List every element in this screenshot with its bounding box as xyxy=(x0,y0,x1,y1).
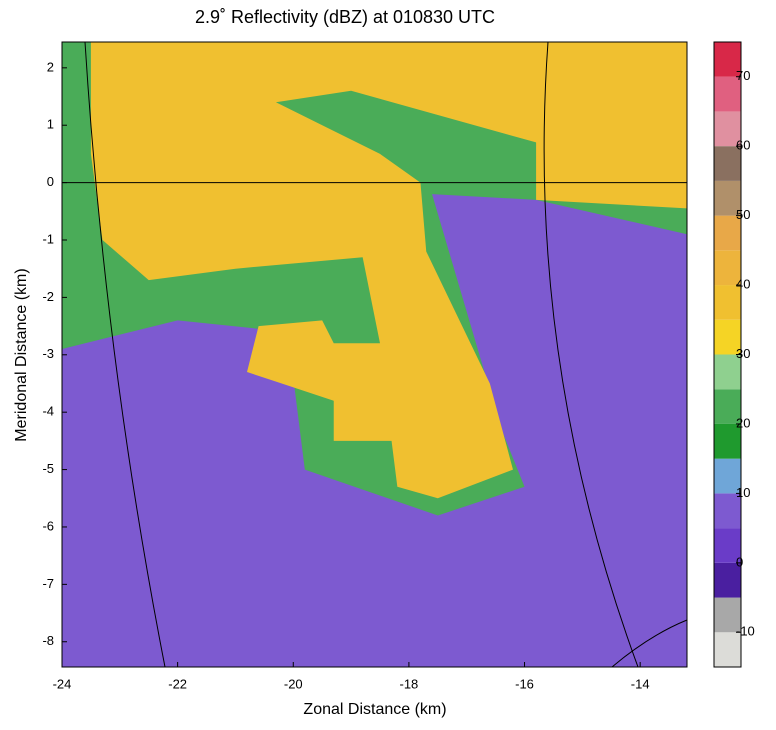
y-axis-label: Meridonal Distance (km) xyxy=(13,268,30,441)
colorbar-tick-label: 10 xyxy=(736,485,750,500)
y-tick-label: -8 xyxy=(42,633,54,648)
y-tick-label: -2 xyxy=(42,289,54,304)
x-tick-label: -14 xyxy=(631,676,650,691)
y-tick-label: 2 xyxy=(47,59,54,74)
colorbar-tick-label: 0 xyxy=(736,554,743,569)
colorbar-segment xyxy=(714,389,741,424)
colorbar-segment xyxy=(714,597,741,633)
field xyxy=(62,42,687,667)
y-tick-label: 0 xyxy=(47,174,54,189)
colorbar-segment xyxy=(714,458,741,494)
colorbar-tick-label: 60 xyxy=(736,138,750,153)
colorbar-segment xyxy=(714,146,741,181)
y-tick-label: -3 xyxy=(42,346,54,361)
colorbar-segment xyxy=(714,215,741,251)
colorbar-segment xyxy=(714,76,741,112)
reflectivity-region xyxy=(90,42,687,499)
x-tick-label: -18 xyxy=(400,676,419,691)
colorbar-segment xyxy=(714,528,741,563)
range-ring xyxy=(611,619,688,668)
y-tick-label: -6 xyxy=(42,518,54,533)
colorbar-frame xyxy=(713,41,742,668)
colorbar-segment xyxy=(714,493,741,529)
colorbar-segment xyxy=(714,632,741,667)
plot-frame xyxy=(61,41,688,668)
y-tick-label: -7 xyxy=(42,576,54,591)
x-tick-label: -22 xyxy=(168,676,187,691)
x-tick-label: -20 xyxy=(284,676,303,691)
colorbar-segment xyxy=(714,319,741,355)
y-tick-label: -4 xyxy=(42,404,54,419)
y-tick-label: 1 xyxy=(47,117,54,132)
range-rings xyxy=(84,41,688,668)
y-tick-label: -1 xyxy=(42,231,54,246)
colorbar-segment xyxy=(714,42,741,77)
y-tick-label: -5 xyxy=(42,461,54,476)
colorbar-tick-label: 70 xyxy=(736,68,750,83)
range-ring xyxy=(543,41,639,668)
colorbar-segment xyxy=(714,111,741,147)
colorbar-tick-label: 50 xyxy=(736,207,750,222)
colorbar-segment xyxy=(714,180,741,216)
colorbar-segment xyxy=(714,423,741,459)
colorbar-tick-label: 20 xyxy=(736,415,750,430)
colorbar-segment xyxy=(714,285,741,320)
colorbar-segment xyxy=(714,562,741,598)
colorbar-segment xyxy=(714,354,741,390)
colorbar-tick-label: 40 xyxy=(736,276,750,291)
colorbar-tick-label: 30 xyxy=(736,346,750,361)
colorbar-segment xyxy=(714,250,741,286)
colorbar-tick-label: -10 xyxy=(736,624,755,639)
chart-title: 2.9˚ Reflectivity (dBZ) at 010830 UTC xyxy=(195,7,495,27)
x-axis-label: Zonal Distance (km) xyxy=(303,701,446,718)
x-tick-label: -24 xyxy=(53,676,72,691)
x-tick-label: -16 xyxy=(515,676,534,691)
range-ring xyxy=(84,41,166,668)
